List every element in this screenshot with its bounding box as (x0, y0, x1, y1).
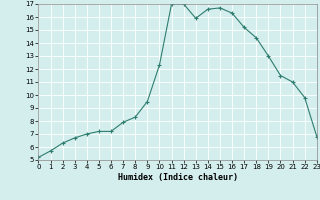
X-axis label: Humidex (Indice chaleur): Humidex (Indice chaleur) (118, 173, 238, 182)
